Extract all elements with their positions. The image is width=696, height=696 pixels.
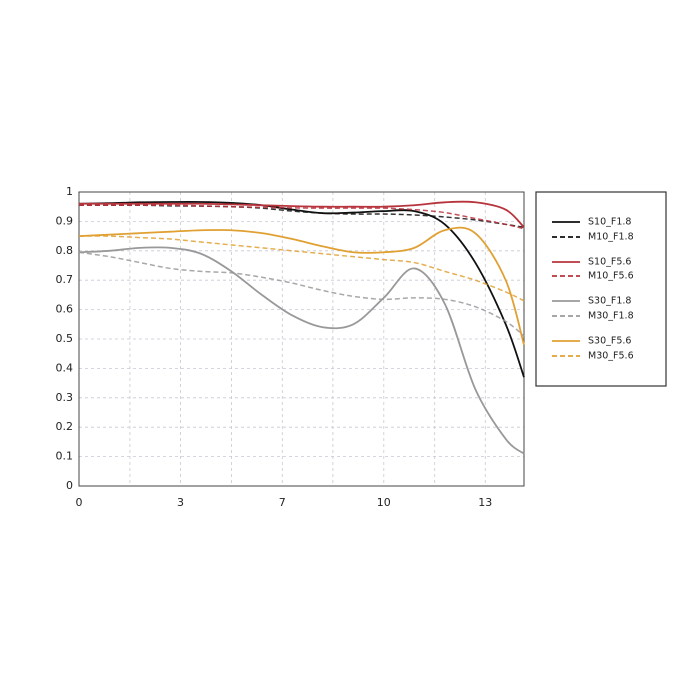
- y-tick-label: 0.8: [56, 244, 74, 257]
- series-line: [78, 246, 525, 455]
- series-line: [79, 204, 525, 230]
- legend-label: M10_F5.6: [588, 271, 634, 282]
- series-line: [78, 251, 525, 337]
- legend-label: M30_F1.8: [588, 311, 634, 322]
- series-line: [78, 235, 525, 302]
- legend-label: S10_F5.6: [588, 257, 631, 268]
- legend-label: S10_F1.8: [588, 217, 631, 228]
- y-tick-label: 0.9: [56, 214, 74, 227]
- y-tick-label: 0.2: [56, 420, 74, 433]
- y-tick-label: 1: [66, 185, 73, 198]
- x-tick-label: 0: [76, 496, 83, 509]
- y-tick-label: 0.7: [56, 273, 74, 286]
- legend-label: S30_F5.6: [588, 336, 631, 347]
- y-tick-label: 0.1: [56, 450, 74, 463]
- series-line: [78, 226, 525, 346]
- y-tick-label: 0.6: [56, 303, 74, 316]
- y-tick-label: 0.5: [56, 332, 74, 345]
- legend-label: M30_F5.6: [588, 351, 634, 362]
- legend-box: [535, 191, 667, 387]
- y-tick-label: 0.4: [56, 361, 74, 374]
- x-tick-label: 13: [478, 496, 492, 509]
- x-tick-label: 3: [177, 496, 184, 509]
- series-line: [79, 200, 525, 228]
- x-tick-label: 7: [279, 496, 286, 509]
- legend-label: M10_F1.8: [588, 232, 634, 243]
- y-tick-label: 0.3: [56, 391, 74, 404]
- legend-label: S30_F1.8: [588, 296, 631, 307]
- x-tick-label: 10: [377, 496, 391, 509]
- y-tick-label: 0: [66, 479, 73, 492]
- plot-frame: [78, 191, 525, 487]
- series-line: [78, 201, 525, 378]
